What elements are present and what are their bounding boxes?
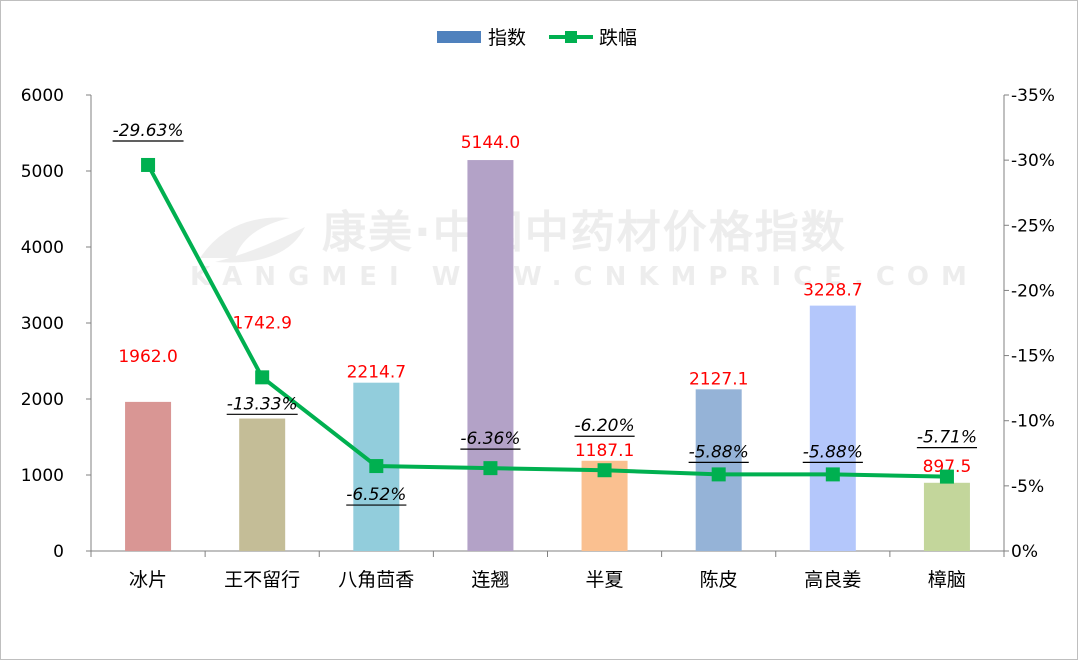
- bar-value-label: 1962.0: [118, 347, 177, 367]
- bar: [467, 160, 514, 551]
- y-tick-label-left: 4000: [21, 238, 64, 258]
- decline-value-label: -13.33%: [227, 394, 298, 414]
- watermark-logo: [200, 217, 305, 263]
- y-tick-label-left: 2000: [21, 390, 64, 410]
- bar-value-label: 5144.0: [461, 133, 520, 153]
- line-point: [369, 459, 384, 474]
- bar-value-label: 2214.7: [347, 363, 406, 383]
- decline-value-label: -29.63%: [113, 121, 184, 141]
- line-point: [141, 157, 156, 172]
- decline-value-label: -6.36%: [460, 429, 520, 449]
- legend: 指数 跌幅: [437, 27, 637, 49]
- bar: [809, 305, 856, 551]
- legend-bar-label: 指数: [488, 27, 526, 49]
- axes: 0 1000 2000 3000 4000 5000 6000 0% -5% -10% -15% -2…: [21, 86, 1055, 591]
- bar-value-label: 3228.7: [803, 281, 862, 301]
- bar-value-label: 2127.1: [689, 369, 748, 389]
- decline-value-label: -5.88%: [689, 442, 749, 462]
- line-point: [711, 467, 726, 482]
- legend-bar-swatch: [437, 31, 481, 43]
- bar-value-label: 1187.1: [575, 441, 634, 461]
- y-tick-label-left: 6000: [21, 86, 64, 106]
- x-tick-label: 八角茴香: [338, 569, 414, 591]
- y-tick-label-left: 0: [53, 542, 64, 562]
- y-tick-label-left: 1000: [21, 466, 64, 486]
- y-tick-label-left: 3000: [21, 314, 64, 334]
- line-point: [483, 461, 498, 476]
- x-tick-label: 连翘: [471, 569, 509, 591]
- decline-value-label: -5.71%: [917, 428, 977, 448]
- legend-line-label: 跌幅: [599, 27, 637, 49]
- bar: [125, 401, 172, 551]
- decline-line: [141, 157, 954, 484]
- watermark: 康美·中国中药材价格指数 KANGMEI WWW.CNKMPRICE.COM: [190, 207, 979, 292]
- x-tick-label: 高良姜: [804, 569, 861, 591]
- decline-value-label: -6.52%: [346, 485, 406, 505]
- y-tick-label-right: -15%: [1011, 347, 1055, 367]
- y-tick-label-right: -35%: [1011, 86, 1055, 106]
- bar: [239, 418, 286, 551]
- x-tick-label: 冰片: [129, 569, 167, 591]
- x-tick-label: 樟脑: [928, 569, 966, 591]
- decline-labels: -29.63% -13.33% -6.52% -6.36% -6.20% -5.88% -5…: [112, 121, 978, 506]
- line-point: [597, 463, 612, 478]
- line-point: [825, 467, 840, 482]
- decline-value-label: -6.20%: [574, 416, 634, 436]
- y-tick-label-left: 5000: [21, 162, 64, 182]
- x-tick-label: 陈皮: [700, 569, 738, 591]
- y-tick-label-right: 0%: [1011, 542, 1038, 562]
- x-tick-label: 半夏: [586, 569, 624, 591]
- bar-value-label: 1742.9: [232, 314, 291, 334]
- bar-value-label: 897.5: [923, 457, 972, 477]
- legend-line-marker: [565, 31, 577, 43]
- y-tick-label-right: -25%: [1011, 216, 1055, 236]
- y-tick-label-right: -5%: [1011, 477, 1044, 497]
- x-tick-label: 王不留行: [224, 569, 300, 591]
- bar: [923, 482, 970, 551]
- y-tick-label-right: -30%: [1011, 151, 1055, 171]
- bar-value-labels: 1962.0 1742.9 2214.7 5144.0 1187.1 2127.1 3228…: [118, 133, 971, 477]
- watermark-title: 康美·中国中药材价格指数: [322, 207, 847, 258]
- line-point: [939, 469, 954, 484]
- watermark-url: KANGMEI WWW.CNKMPRICE.COM: [190, 262, 979, 292]
- decline-value-label: -5.88%: [803, 442, 863, 462]
- line-point: [255, 370, 270, 385]
- decline-series-line: [146, 164, 947, 479]
- y-tick-label-right: -10%: [1011, 412, 1055, 432]
- y-tick-label-right: -20%: [1011, 281, 1055, 301]
